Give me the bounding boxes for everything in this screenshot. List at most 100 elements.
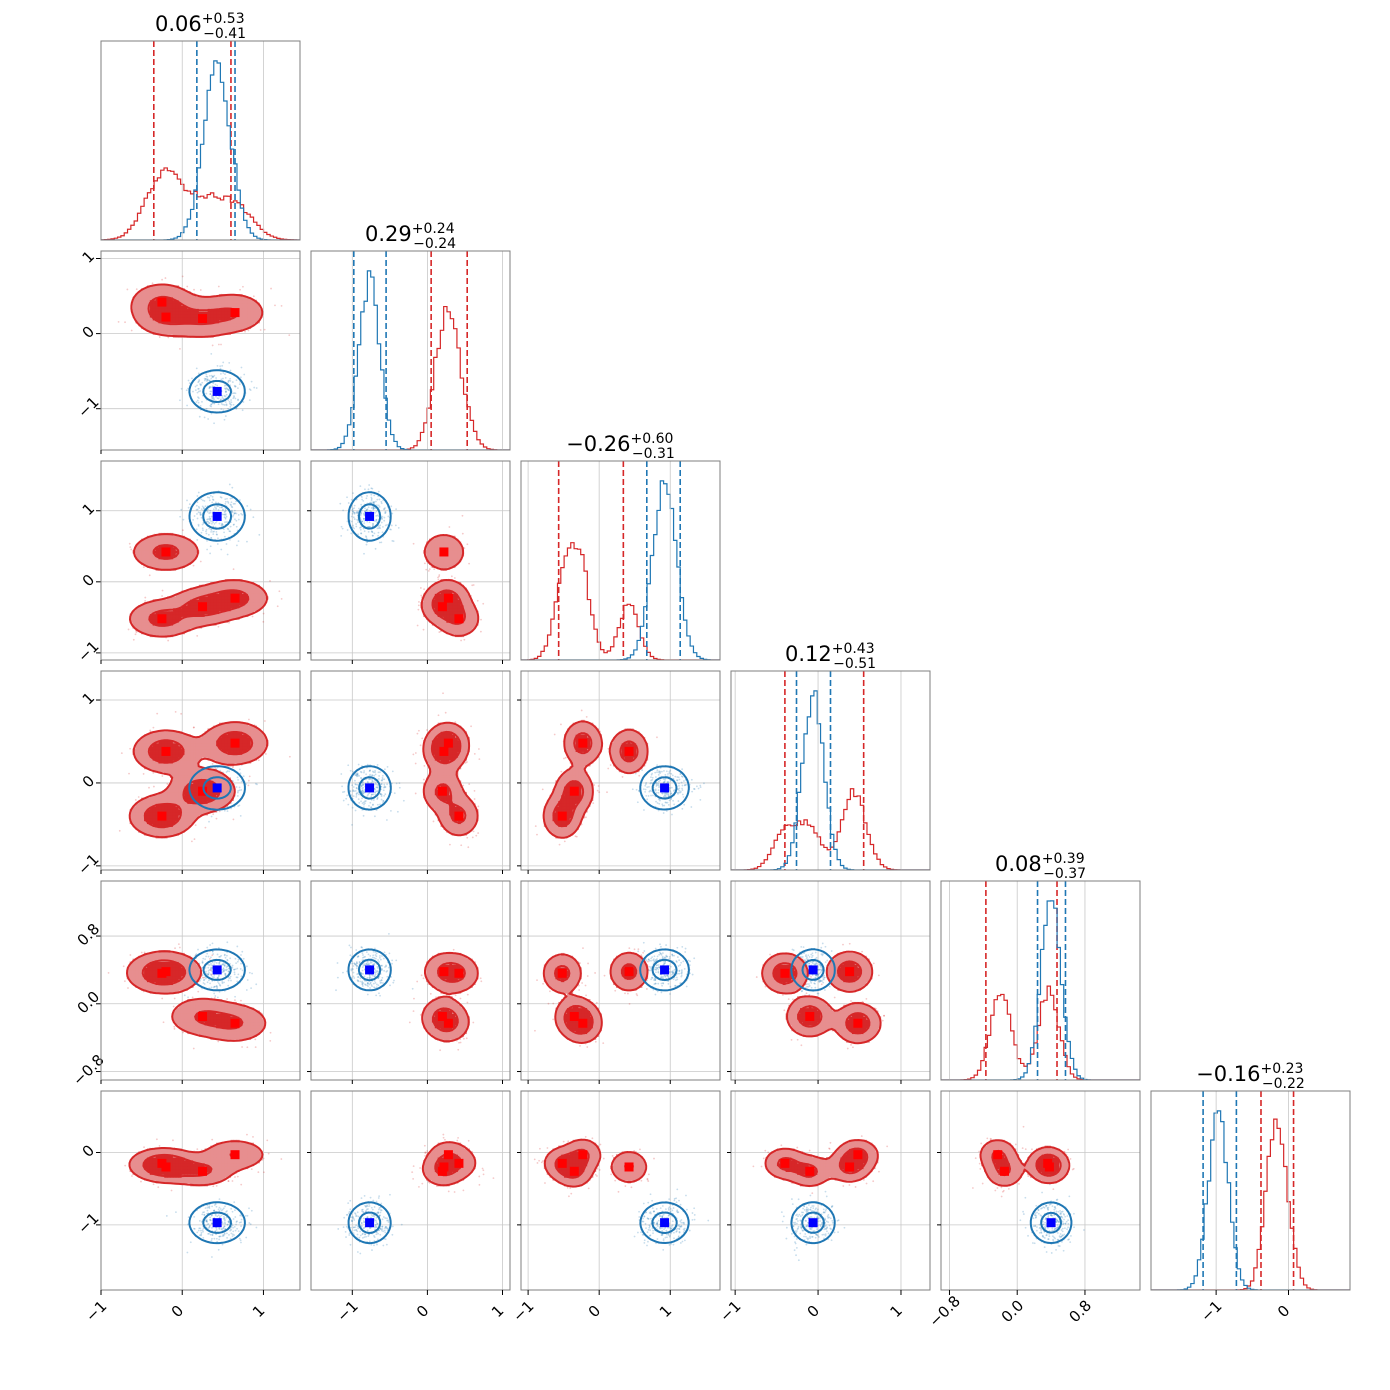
- density-cell: [198, 328, 203, 332]
- sample-point: [229, 380, 232, 382]
- density-cell: [172, 791, 177, 796]
- density-cell: [219, 613, 223, 617]
- density-cell: [193, 789, 197, 793]
- sample-point: [203, 416, 206, 419]
- density-cell: [466, 605, 470, 609]
- sample-point: [186, 285, 189, 288]
- density-cell: [144, 550, 148, 554]
- sample-point: [371, 530, 373, 533]
- density-cell: [141, 541, 145, 545]
- density-cell: [224, 602, 229, 606]
- density-cell: [149, 296, 154, 301]
- sample-point: [362, 518, 365, 520]
- density-cell: [164, 555, 168, 560]
- sample-point: [234, 502, 236, 505]
- sample-point: [224, 373, 226, 376]
- density-cell: [219, 757, 223, 761]
- density-cell: [455, 584, 459, 589]
- density-cell: [434, 561, 439, 566]
- sample-point: [132, 638, 135, 641]
- density-cell: [446, 584, 450, 589]
- sample-point: [209, 393, 212, 395]
- density-cell: [187, 541, 191, 545]
- density-cell: [256, 590, 260, 594]
- density-cell: [466, 613, 470, 617]
- density-cell: [149, 757, 154, 761]
- density-cell: [443, 581, 447, 586]
- density-cell: [184, 561, 188, 566]
- sample-point: [247, 329, 250, 332]
- density-cell: [213, 607, 217, 612]
- density-cell: [135, 607, 139, 612]
- panel-title-2: −0.26+0.60 −0.31: [566, 431, 675, 462]
- density-cell: [219, 602, 223, 606]
- density-cell: [187, 593, 191, 597]
- density-cell: [239, 325, 243, 330]
- sample-point: [211, 520, 214, 523]
- density-cell: [149, 619, 154, 623]
- sample-point: [142, 773, 145, 775]
- density-cell: [195, 774, 200, 778]
- density-cell: [146, 558, 151, 563]
- density-cell: [187, 765, 191, 770]
- density-cell: [187, 757, 191, 761]
- density-cell: [245, 610, 249, 615]
- sample-point: [378, 541, 381, 544]
- density-cell: [167, 815, 171, 819]
- density-cell: [155, 826, 159, 830]
- sample-point: [211, 522, 213, 525]
- density-cell: [187, 555, 191, 560]
- density-cell: [158, 610, 162, 615]
- density-cell: [181, 547, 185, 551]
- density-cell: [178, 768, 182, 773]
- density-cell: [181, 593, 185, 597]
- density-cell: [242, 296, 246, 301]
- sample-point: [232, 818, 235, 821]
- sample-point: [423, 562, 426, 565]
- density-cell: [216, 587, 220, 591]
- density-cell: [187, 622, 191, 626]
- sample-point: [353, 512, 356, 515]
- density-cell: [181, 774, 185, 778]
- sample-point: [437, 578, 440, 581]
- density-cell: [193, 794, 197, 799]
- sample-point: [226, 497, 228, 500]
- density-cell: [172, 625, 177, 629]
- density-cell: [175, 760, 180, 764]
- density-cell: [181, 305, 185, 309]
- density-cell: [138, 550, 142, 554]
- density-cell: [164, 765, 168, 770]
- density-cell: [227, 305, 231, 309]
- density-cell: [443, 587, 447, 591]
- density-cell: [233, 760, 237, 764]
- panel-2-2: −0.26+0.60 −0.31: [520, 431, 721, 661]
- density-cell: [210, 745, 214, 750]
- sample-point: [230, 505, 233, 508]
- sample-point: [215, 507, 217, 509]
- density-cell: [138, 745, 142, 750]
- density-cell: [239, 613, 243, 617]
- density-cell: [175, 748, 180, 752]
- density-cell: [224, 748, 229, 752]
- density-cell: [207, 771, 211, 776]
- density-cell: [158, 765, 162, 770]
- density-cell: [146, 553, 151, 557]
- density-cell: [446, 590, 450, 594]
- density-cell: [449, 610, 453, 615]
- density-cell: [135, 806, 139, 810]
- density-cell: [141, 547, 145, 551]
- density-cell: [178, 765, 182, 770]
- sample-point: [167, 639, 170, 642]
- density-cell: [449, 541, 453, 545]
- density-cell: [213, 748, 217, 752]
- density-cell: [155, 288, 159, 292]
- density-cell: [184, 754, 188, 758]
- sample-point: [226, 810, 229, 813]
- density-cell: [164, 610, 168, 615]
- density-cell: [426, 593, 430, 597]
- sample-point: [229, 403, 232, 406]
- sample-point: [350, 498, 353, 501]
- density-cell: [429, 613, 433, 617]
- density-cell: [170, 285, 174, 289]
- density-cell: [219, 791, 223, 796]
